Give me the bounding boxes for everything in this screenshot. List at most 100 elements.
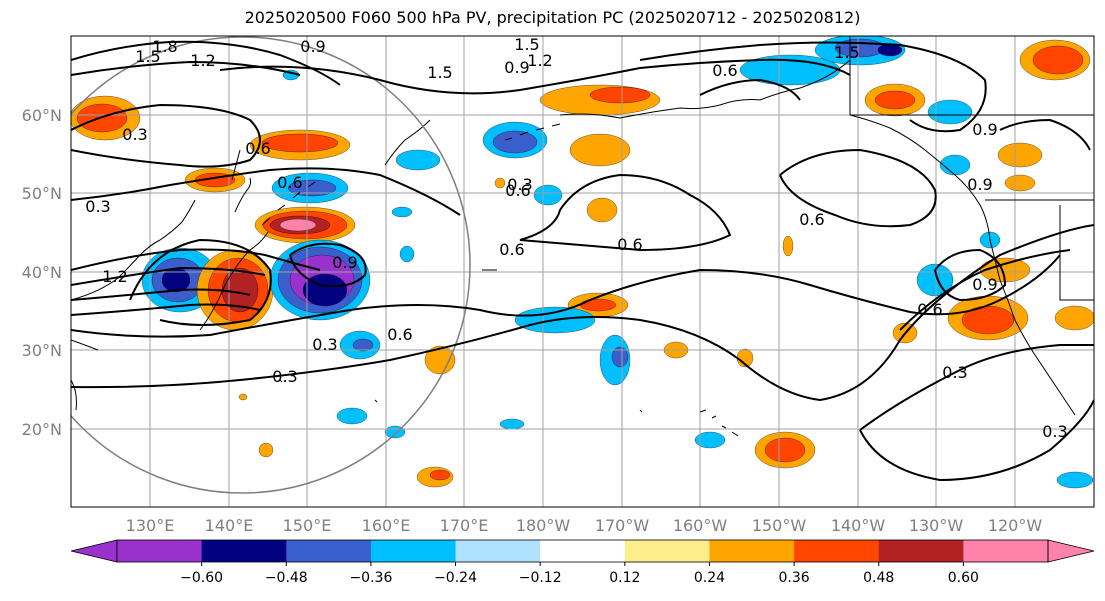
pv-contour-line [71,224,1094,402]
map-frame [70,35,1095,508]
lon-label: 120°W [988,516,1043,535]
lon-label: 170°E [440,516,489,535]
pv-contours [71,40,1094,482]
lon-label: 140°E [205,516,254,535]
pv-contour-line [219,58,851,95]
contour-label: 0.3 [272,367,297,386]
contour-label: 0.6 [712,61,737,80]
contour-label: 0.6 [505,181,530,200]
colorbar-tick-label: −0.24 [434,570,477,586]
contour-label: 1.5 [834,43,859,62]
precip-region [261,133,339,153]
colorbar-tick-label: 0.36 [779,570,810,586]
precip-region [874,90,916,110]
contour-label: 0.9 [972,120,997,139]
pv-contour-line [699,78,801,101]
lon-label: 150°E [283,516,332,535]
contour-label: 0.9 [300,37,325,56]
pv-contour-line [71,248,321,271]
pv-contour-line [71,103,261,168]
lon-label: 180°W [516,516,571,535]
precip-region [352,338,374,352]
lon-label: 160°W [673,516,728,535]
lon-label: 170°W [595,516,650,535]
colorbar-segment [117,540,203,562]
contour-label: 1.2 [102,267,127,286]
contour-label: 1.5 [135,47,160,66]
map-title: 2025020500 F060 500 hPa PV, precipitatio… [244,8,861,27]
pv-contour-line [899,249,1071,331]
precip-region [494,177,506,189]
contour-label: 0.9 [967,175,992,194]
pv-contour-line [639,41,987,133]
precip-region [782,235,794,257]
contour-label: 0.6 [277,173,302,192]
pv-contour-line [779,148,937,228]
contour-label: 0.9 [332,253,357,272]
lat-label: 60°N [22,106,62,125]
longitude-labels: 130°E 140°E 150°E 160°E 170°E 180°W 170°W 160°W… [126,516,1043,535]
lon-label: 130°E [126,516,175,535]
lat-label: 50°N [22,184,62,203]
pv-contour-line [999,118,1091,151]
pv-contour-line [71,60,301,76]
precip-region [569,133,631,167]
contour-label: 0.3 [1042,422,1067,441]
pv-contour-line [129,238,272,326]
precip-region [927,99,973,125]
pv-contour-line [71,288,251,301]
precip-region [279,218,317,232]
pv-contour-line [859,343,1094,431]
precip-region [589,86,651,104]
contour-labels: 1.81.5 1.20.91.51.51.20.9 0.61.50.90.60.30… [85,35,1067,441]
contour-label: 0.3 [85,197,110,216]
precip-region [395,149,441,171]
precip-region [429,469,451,481]
pv-contour-line [71,40,341,86]
colorbar-tick-label: 0.48 [863,570,894,586]
colorbar-tick-label: −0.60 [180,570,223,586]
colorbar-tick-label: 0.60 [948,570,979,586]
precip-region [764,437,806,463]
pv-contour-line [71,266,266,286]
colorbar-segment [624,540,710,562]
contour-label: 0.3 [507,175,532,194]
lon-label: 130°W [909,516,964,535]
coastlines [71,36,1094,437]
precip-region [533,184,563,206]
contour-label: 0.9 [972,275,997,294]
lat-label: 40°N [22,263,62,282]
pv-contour-line [71,254,1061,338]
colorbar-segment [963,540,1049,562]
colorbar-min-extend [70,539,118,563]
colorbar-tick-label: 0.12 [609,570,640,586]
pv-contour-line [71,167,461,216]
contour-label: 0.6 [617,235,642,254]
precip-region [579,298,617,312]
pv-contour-line [71,303,261,316]
precip-region [1054,305,1094,331]
pv-contour-line [934,248,1007,302]
colorbar-segment [201,540,287,562]
colorbar: −0.60 −0.48 −0.36 −0.24 −0.12 0.12 0.24 0.36 0.4… [70,539,1095,586]
pv-contour-line [859,399,1094,482]
precip-region [611,346,629,368]
precip-region [424,345,456,375]
colorbar-segment [370,540,457,562]
precip-region [997,142,1043,168]
precip-region [1032,45,1084,75]
colorbar-segment [286,540,372,562]
colorbar-max-extend [1047,539,1095,563]
colorbar-tick-label: −0.36 [349,570,392,586]
precip-region [586,197,618,223]
contour-label: 0.6 [917,300,942,319]
contour-label: 0.6 [387,325,412,344]
colorbar-segment [455,540,541,562]
precip-region [238,393,248,401]
lon-label: 150°W [752,516,807,535]
contour-label: 1.5 [514,35,539,54]
lat-label: 30°N [22,341,62,360]
lat-label: 20°N [22,420,62,439]
lon-label: 140°W [831,516,886,535]
